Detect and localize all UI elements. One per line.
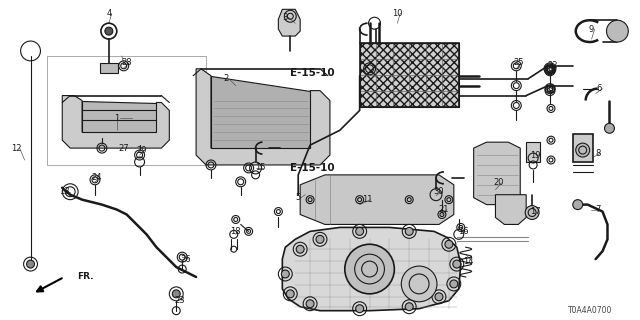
Bar — [526, 142, 540, 162]
Text: 9: 9 — [589, 25, 595, 34]
Polygon shape — [100, 63, 118, 73]
Circle shape — [453, 260, 461, 268]
Text: 5: 5 — [296, 193, 301, 202]
Text: 1: 1 — [114, 114, 120, 123]
Circle shape — [605, 123, 614, 133]
Text: 4: 4 — [106, 9, 111, 18]
Text: 29: 29 — [136, 146, 147, 155]
Text: 3: 3 — [283, 13, 288, 22]
Circle shape — [576, 143, 589, 157]
Polygon shape — [82, 100, 156, 132]
Text: 7: 7 — [595, 205, 600, 214]
Text: 12: 12 — [12, 144, 22, 153]
Text: 8: 8 — [595, 148, 600, 157]
Text: 25: 25 — [513, 58, 524, 67]
Text: 23: 23 — [174, 296, 184, 305]
Circle shape — [306, 300, 314, 308]
Bar — [360, 43, 459, 108]
Circle shape — [356, 228, 364, 235]
Circle shape — [401, 266, 437, 302]
Text: T0A4A0700: T0A4A0700 — [568, 306, 612, 315]
Circle shape — [356, 305, 364, 313]
Circle shape — [525, 206, 539, 220]
Circle shape — [405, 228, 413, 235]
Circle shape — [450, 280, 458, 288]
Circle shape — [573, 200, 582, 210]
Text: 2: 2 — [223, 74, 228, 83]
Text: 16: 16 — [458, 227, 469, 236]
Circle shape — [172, 290, 180, 298]
Text: 20: 20 — [493, 178, 504, 187]
Text: 18: 18 — [230, 227, 241, 236]
Polygon shape — [282, 228, 461, 311]
Polygon shape — [495, 195, 526, 224]
Text: 15: 15 — [255, 164, 266, 172]
Circle shape — [27, 260, 35, 268]
Text: 17: 17 — [530, 207, 540, 216]
Text: 13: 13 — [59, 187, 70, 196]
Circle shape — [607, 20, 628, 42]
Circle shape — [282, 270, 289, 278]
Polygon shape — [196, 69, 330, 165]
Circle shape — [345, 244, 394, 294]
Polygon shape — [300, 175, 454, 224]
Circle shape — [445, 240, 453, 248]
Text: 10: 10 — [392, 9, 403, 18]
Circle shape — [435, 293, 443, 301]
Circle shape — [316, 235, 324, 243]
Polygon shape — [474, 142, 520, 204]
Bar — [573, 134, 593, 162]
Polygon shape — [211, 76, 310, 148]
Text: 6: 6 — [597, 84, 602, 93]
Text: E-15-10: E-15-10 — [290, 68, 334, 78]
Text: 27: 27 — [118, 144, 129, 153]
Text: 28: 28 — [122, 58, 132, 67]
Text: 14: 14 — [463, 257, 474, 266]
Text: 22: 22 — [548, 61, 558, 70]
Bar — [360, 43, 459, 108]
Text: FR.: FR. — [77, 272, 93, 282]
Text: 11: 11 — [362, 195, 373, 204]
Text: 21: 21 — [438, 205, 449, 214]
Circle shape — [286, 290, 294, 298]
Polygon shape — [278, 9, 300, 36]
Circle shape — [405, 303, 413, 311]
Text: 26: 26 — [181, 255, 191, 264]
Text: E-15-10: E-15-10 — [290, 163, 334, 173]
Text: 30: 30 — [434, 187, 444, 196]
Text: 19: 19 — [530, 150, 540, 160]
Polygon shape — [62, 96, 170, 148]
Circle shape — [105, 27, 113, 35]
Circle shape — [296, 245, 304, 253]
Text: 24: 24 — [92, 173, 102, 182]
